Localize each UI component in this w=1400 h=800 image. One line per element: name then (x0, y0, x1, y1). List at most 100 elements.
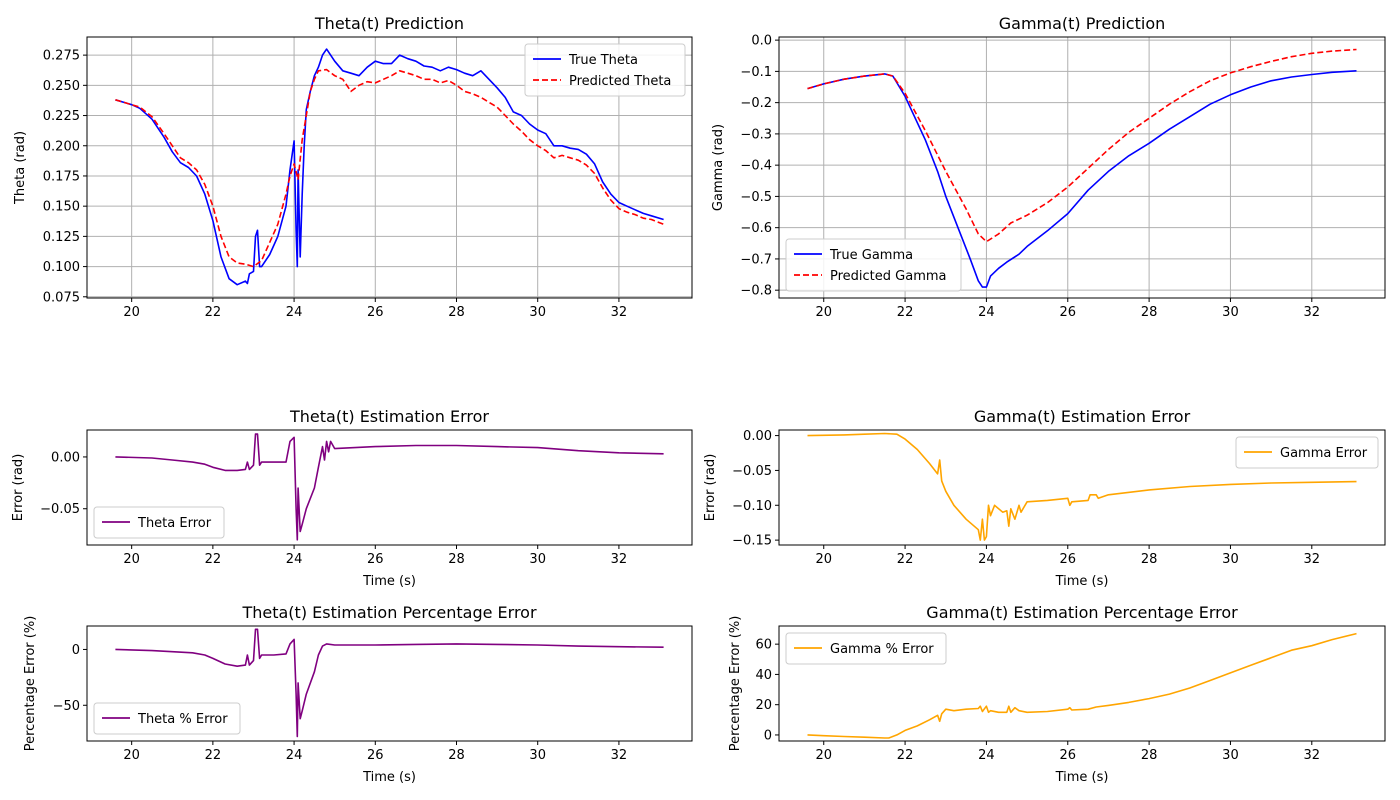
x-axis-label: Time (s) (1055, 770, 1109, 785)
y-tick-label: 0 (764, 728, 772, 743)
x-tick-label: 22 (897, 305, 914, 320)
series-line-theta-error (115, 433, 664, 541)
legend-box (524, 43, 686, 97)
chart-title: Theta(t) Estimation Percentage Error (241, 603, 536, 622)
y-tick-label: 0.200 (43, 139, 80, 154)
x-axis-label: Time (s) (362, 574, 416, 589)
x-tick-label: 20 (815, 305, 832, 320)
x-tick-label: 32 (1304, 748, 1321, 763)
legend: True Gamma Predicted Gamma (785, 238, 962, 292)
y-axis-label: Theta (rad) (13, 131, 28, 205)
legend: Gamma Error (1235, 436, 1379, 469)
x-tick-label: 22 (897, 552, 914, 567)
x-tick-label: 32 (611, 748, 628, 763)
y-tick-label: 0.125 (43, 230, 80, 245)
legend-label: Gamma % Error (830, 642, 934, 657)
x-tick-label: 30 (529, 748, 546, 763)
subplot-3: 20 22 24 26 28 30 32 −0.05 0.00 Theta(t) Estimati… (11, 407, 693, 589)
y-tick-label: −50 (53, 699, 80, 714)
x-tick-label: 26 (1059, 305, 1076, 320)
x-tick-label: 26 (1059, 748, 1076, 763)
legend-label: Gamma Error (1280, 446, 1368, 461)
x-tick-label: 24 (286, 748, 303, 763)
x-tick-label: 32 (1304, 552, 1321, 567)
x-tick-label: 24 (286, 552, 303, 567)
legend-label: Theta Error (137, 516, 212, 531)
legend-label: True Gamma (829, 248, 913, 263)
x-tick-label: 22 (205, 552, 222, 567)
subplot-5: 20 22 24 26 28 30 32 −50 0 Theta(t) Estimation Pe… (23, 603, 693, 785)
x-tick-label: 24 (978, 748, 995, 763)
series-line-predicted-gamma (807, 48, 1357, 243)
x-tick-label: 28 (448, 552, 465, 567)
y-tick-label: 0 (72, 643, 80, 658)
chart-title: Gamma(t) Estimation Error (974, 407, 1191, 426)
legend: Theta Error (93, 506, 225, 539)
y-tick-label: −0.6 (740, 221, 772, 236)
x-tick-label: 22 (897, 748, 914, 763)
y-tick-label: 0.275 (43, 49, 80, 64)
y-axis-label: Percentage Error (%) (728, 616, 743, 752)
y-tick-label: −0.7 (740, 252, 772, 267)
subplot-4: 20 22 24 26 28 30 32 −0.15 −0.10 −0.05 0.00 Gamma(t… (703, 407, 1386, 589)
y-tick-label: −0.1 (740, 65, 772, 80)
series-line-true-theta (115, 48, 664, 286)
legend-label: Predicted Theta (569, 74, 671, 89)
axes-frame (86, 625, 693, 742)
x-tick-label: 24 (978, 552, 995, 567)
y-tick-label: 0.150 (43, 200, 80, 215)
legend-box (785, 238, 962, 292)
y-tick-label: 0.0 (751, 34, 772, 49)
y-tick-label: 60 (755, 638, 772, 653)
x-tick-label: 30 (1222, 305, 1239, 320)
axes-frame (778, 429, 1386, 546)
x-tick-label: 24 (978, 305, 995, 320)
x-tick-label: 32 (611, 552, 628, 567)
x-tick-label: 30 (1222, 552, 1239, 567)
y-tick-label: −0.15 (732, 534, 772, 549)
x-tick-label: 26 (367, 552, 384, 567)
series-line-true-gamma (807, 70, 1357, 288)
y-tick-label: 0.225 (43, 109, 80, 124)
y-axis-label: Gamma (rad) (711, 124, 726, 211)
legend-box (93, 702, 241, 735)
series-line-gamma-error (807, 632, 1357, 739)
legend-label: Theta % Error (137, 712, 228, 727)
legend: Gamma % Error (785, 632, 947, 665)
legend-label: Predicted Gamma (830, 269, 947, 284)
subplot-1: 20 22 24 26 28 30 32 0.075 0.100 0.125 0.150 0.175 0… (13, 14, 693, 320)
x-tick-label: 32 (1304, 305, 1321, 320)
x-tick-label: 28 (1141, 552, 1158, 567)
legend-box (1235, 436, 1379, 469)
y-tick-label: 0.00 (743, 429, 772, 444)
y-tick-label: 0.075 (43, 290, 80, 305)
x-tick-label: 28 (1141, 748, 1158, 763)
x-axis-label: Time (s) (1055, 574, 1109, 589)
subplot-6: 20 22 24 26 28 30 32 0 20 40 60 Gamma(t) Estimation… (728, 603, 1386, 785)
x-tick-label: 20 (123, 552, 140, 567)
chart-title: Gamma(t) Prediction (999, 14, 1166, 33)
x-tick-label: 26 (367, 748, 384, 763)
x-tick-label: 20 (815, 552, 832, 567)
legend-label: True Theta (568, 53, 638, 68)
y-tick-label: 0.00 (51, 450, 80, 465)
x-tick-label: 28 (448, 305, 465, 320)
y-axis-label: Error (rad) (703, 454, 718, 522)
axes-frame (86, 36, 693, 299)
x-tick-label: 30 (529, 305, 546, 320)
x-tick-label: 26 (367, 305, 384, 320)
y-axis-label: Error (rad) (11, 454, 26, 522)
y-tick-label: −0.05 (40, 502, 80, 517)
legend-box (93, 506, 225, 539)
y-tick-label: 0.100 (43, 260, 80, 275)
x-tick-label: 32 (611, 305, 628, 320)
x-axis-label: Time (s) (362, 770, 416, 785)
y-tick-label: −0.4 (740, 159, 772, 174)
x-tick-label: 28 (448, 748, 465, 763)
x-tick-label: 30 (1222, 748, 1239, 763)
series-line-predicted-theta (115, 68, 664, 268)
y-tick-label: −0.10 (732, 499, 772, 514)
x-tick-label: 24 (286, 305, 303, 320)
chart-title: Theta(t) Prediction (314, 14, 464, 33)
